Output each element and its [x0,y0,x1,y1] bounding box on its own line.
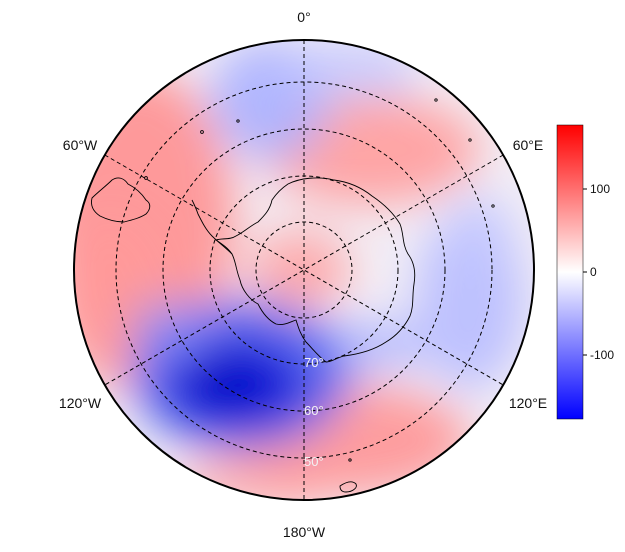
map-boundary [73,39,535,501]
lon-label-upper-right: 60°E [513,137,544,153]
new-zealand-fragment [339,481,357,493]
graticule [104,40,504,500]
lon-label-lower-left: 120°W [59,395,102,411]
island [468,138,472,142]
island [236,119,240,123]
lon-label-lower-right: 120°E [509,395,547,411]
antarctic-peninsula [191,199,233,255]
coastlines [91,98,495,493]
lat-circle [162,128,446,412]
south-america-tip [91,177,151,223]
lon-label-upper-left: 60°W [63,137,98,153]
colorbar-gradient [556,124,584,420]
lon-label-top: 0° [297,9,310,25]
colorbar-tick-label-100: 100 [590,182,610,196]
lon-label-bottom: 180°W [283,524,326,540]
lat-label-70: 70° [304,355,324,370]
island [491,204,495,208]
antarctica-coastline [214,177,416,363]
lat-label-60: 60° [304,403,324,418]
island [200,130,204,134]
colorbar: 100 0 -100 [556,124,614,420]
colorbar-tick-label-0: 0 [590,265,597,279]
lat-label-50: 50° [304,454,324,469]
island [144,176,148,180]
island [348,458,352,462]
colorbar-tick-label-neg100: -100 [590,348,614,362]
island [434,98,438,102]
